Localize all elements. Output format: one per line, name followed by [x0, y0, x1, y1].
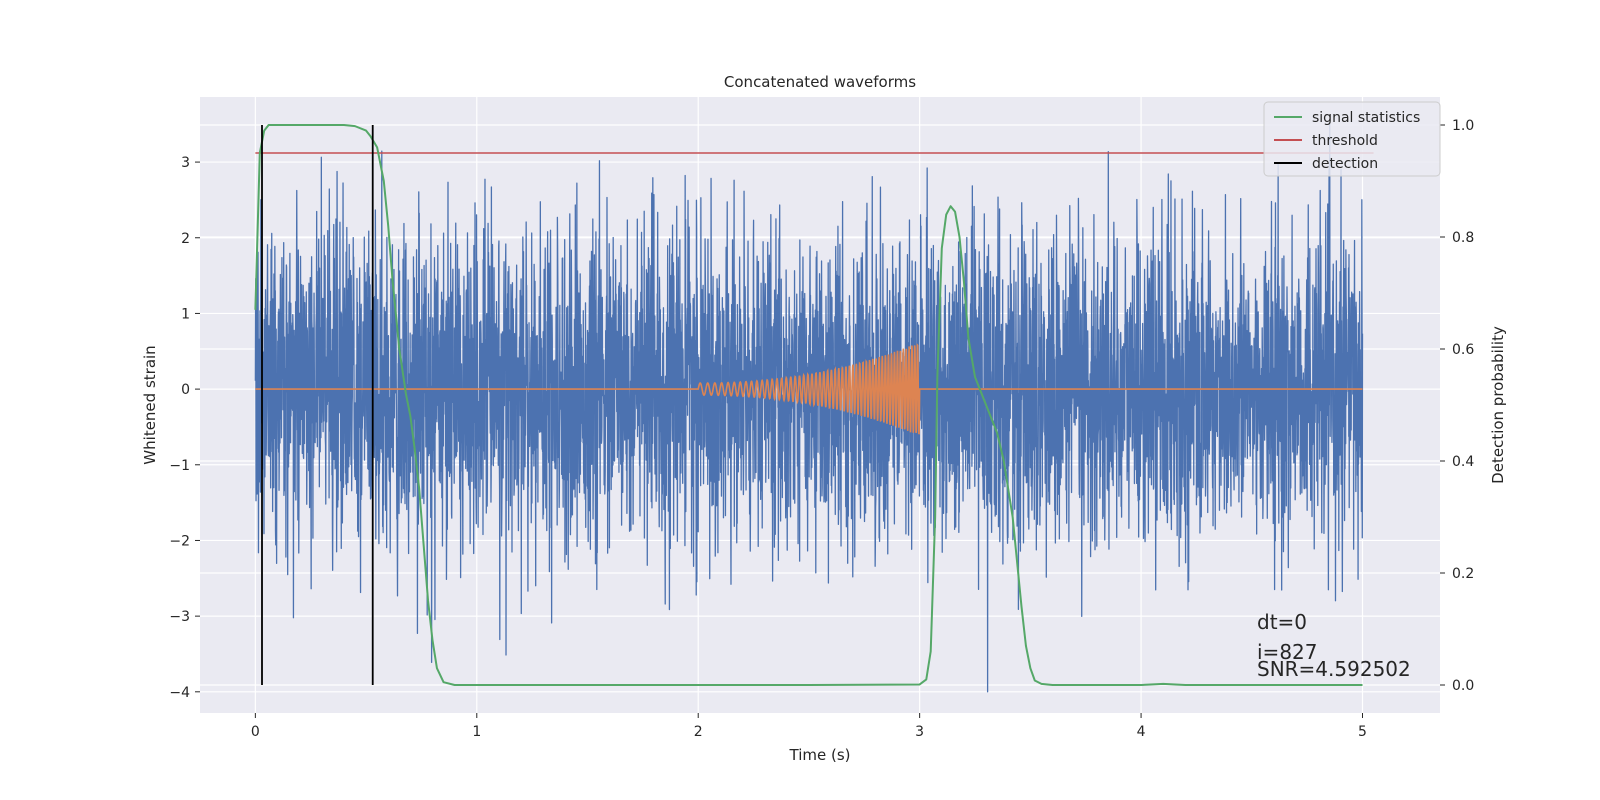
y2-tick-label-0: 0.0: [1452, 678, 1474, 694]
legend-box: [1263, 101, 1441, 177]
y-axis-label: Whitened strain: [141, 345, 159, 464]
y2-axis-label: Detection probability: [1489, 326, 1507, 484]
x-tick-label-1: 1: [472, 724, 481, 740]
y2-tick-label-2: 0.4: [1452, 454, 1474, 470]
annotation-snr: SNR=4.592502: [1257, 657, 1411, 681]
y-tick-label-2: −2: [169, 533, 190, 549]
chart-title: Concatenated waveforms: [724, 73, 916, 91]
y-tick-label-3: −1: [169, 458, 190, 474]
series-group: [254, 123, 1374, 693]
x-axis-label: Time (s): [789, 746, 851, 764]
y-tick-label-7: 3: [181, 155, 190, 171]
template-chirp-line: [255, 343, 1363, 435]
y2-tick-label-4: 0.8: [1452, 230, 1474, 246]
x-tick-label-2: 2: [694, 724, 703, 740]
y2-tick-label-5: 1.0: [1452, 118, 1474, 134]
strain-noise-line: [254, 123, 1364, 693]
legend-label-1: threshold: [1312, 133, 1378, 149]
x-tick-label-5: 5: [1358, 724, 1367, 740]
annotation-dt: dt=0: [1257, 610, 1307, 634]
y-tick-label-5: 1: [181, 306, 190, 322]
legend-label-0: signal statistics: [1312, 110, 1420, 126]
x-tick-label-3: 3: [915, 724, 924, 740]
y2-tick-label-1: 0.2: [1452, 566, 1474, 582]
y2-tick-label-3: 0.6: [1452, 342, 1474, 358]
x-tick-label-4: 4: [1137, 724, 1146, 740]
y-tick-label-0: −4: [169, 685, 190, 701]
y-tick-label-1: −3: [169, 609, 190, 625]
plot-area: 0 1 2 3 4 5 −4 −3 −2 −1 0 1 2 3 0.0 0.2 0.4 0.6 0.8 1.0: [169, 97, 1474, 740]
y-tick-label-6: 2: [181, 231, 190, 247]
signal-statistics-line: [254, 124, 1363, 686]
annotation-index: i=827: [1257, 640, 1318, 664]
x-tick-label-0: 0: [251, 724, 260, 740]
y-tick-label-4: 0: [181, 382, 190, 398]
legend-label-2: detection: [1312, 156, 1378, 172]
legend: signal statistics threshold detection: [1263, 101, 1441, 177]
